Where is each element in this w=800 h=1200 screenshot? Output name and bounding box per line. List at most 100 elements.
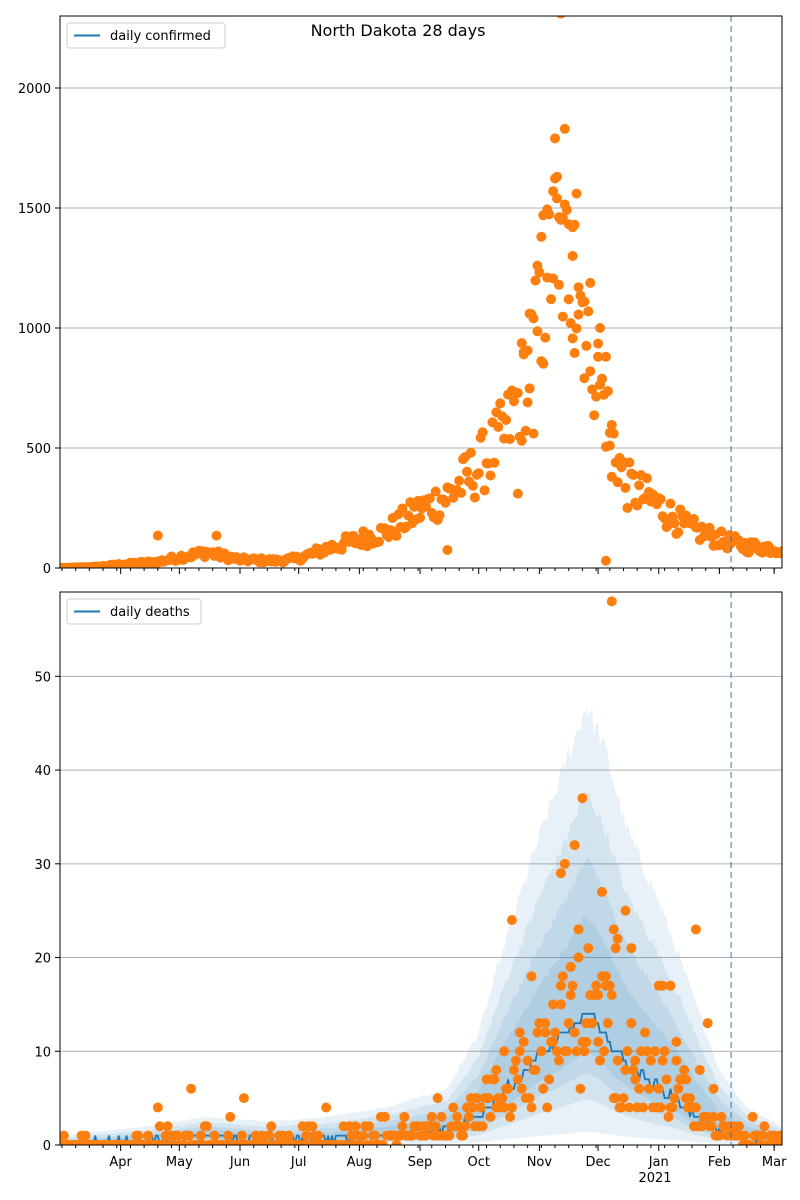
data-point (236, 1130, 247, 1141)
data-point (600, 971, 611, 982)
data-point (485, 1111, 496, 1122)
data-point (424, 493, 435, 504)
data-point (583, 943, 594, 954)
data-point (473, 468, 484, 479)
data-point (283, 1130, 294, 1141)
data-point (589, 410, 600, 421)
data-point (530, 1065, 541, 1076)
data-point (661, 1074, 672, 1085)
data-point (209, 1130, 220, 1141)
data-point (465, 447, 476, 458)
data-point (506, 1102, 517, 1113)
data-point (483, 1093, 494, 1104)
data-point (260, 1140, 271, 1145)
data-point (467, 1102, 478, 1113)
data-point (506, 915, 517, 926)
data-point (551, 1046, 562, 1057)
data-point (321, 1102, 332, 1113)
data-point (555, 868, 566, 879)
data-point (643, 1083, 654, 1094)
data-point (585, 366, 596, 377)
data-point (606, 471, 617, 482)
data-point (133, 1130, 144, 1141)
data-point (264, 1130, 275, 1141)
data-point (530, 275, 541, 286)
data-point (520, 425, 531, 436)
data-point (499, 1046, 510, 1057)
y-tick-label: 2000 (18, 82, 51, 97)
data-point (655, 1102, 666, 1113)
data-point (301, 1130, 312, 1141)
y-tick-label: 1500 (18, 202, 51, 217)
data-point (626, 943, 637, 954)
figure-title: North Dakota 28 days (311, 21, 486, 40)
data-point (561, 1046, 572, 1057)
data-point (377, 1140, 388, 1145)
data-point (477, 427, 488, 438)
data-point (579, 373, 590, 384)
data-point (563, 294, 574, 305)
data-point (641, 473, 652, 484)
data-point (518, 347, 529, 357)
data-point (489, 1074, 500, 1085)
data-point (616, 1102, 627, 1113)
data-point (477, 1121, 488, 1132)
data-point (463, 1111, 474, 1122)
data-point (628, 469, 639, 480)
y-tick-label: 50 (34, 670, 51, 685)
data-point (595, 1055, 606, 1066)
data-point (608, 924, 619, 935)
data-point (512, 488, 523, 499)
data-point (184, 1130, 195, 1141)
data-point (593, 351, 604, 362)
data-point (434, 510, 445, 521)
data-point (690, 1102, 701, 1113)
data-point (747, 1111, 758, 1122)
data-point (567, 251, 578, 261)
data-point (733, 1121, 744, 1132)
data-point (612, 1055, 623, 1066)
data-point (550, 133, 561, 144)
data-point (657, 1055, 668, 1066)
y-tick-label: 500 (26, 442, 51, 457)
data-point (775, 1130, 782, 1141)
data-point (591, 391, 602, 402)
axes-frame (59, 15, 783, 569)
data-point (714, 1130, 725, 1141)
data-point (557, 311, 568, 322)
data-point (313, 1130, 324, 1141)
data-point (512, 387, 523, 398)
data-point (152, 530, 163, 541)
data-point (628, 1065, 639, 1076)
uncertainty-band (60, 707, 782, 1145)
data-point (491, 1065, 502, 1076)
data-point (645, 1055, 656, 1066)
data-point (186, 1083, 197, 1094)
data-point (460, 1121, 471, 1132)
data-point (458, 1130, 469, 1141)
data-point (573, 924, 584, 935)
data-point (602, 386, 613, 397)
data-point (595, 323, 606, 333)
data-point (567, 333, 578, 344)
data-point (745, 1140, 756, 1145)
data-point (593, 1036, 604, 1047)
uncertainty-band (60, 858, 782, 1145)
data-point (739, 1130, 750, 1141)
data-point (620, 1065, 631, 1076)
data-point (415, 512, 426, 523)
scatter-series (60, 16, 782, 568)
data-point (685, 1093, 696, 1104)
data-point (626, 1018, 637, 1029)
data-point (542, 272, 553, 283)
data-point (223, 1130, 234, 1141)
data-point (493, 421, 504, 432)
data-point (600, 555, 611, 566)
y-tick-label: 0 (43, 562, 51, 577)
data-point (499, 1102, 510, 1113)
data-point (532, 1027, 543, 1038)
data-point (579, 1046, 590, 1057)
data-point (397, 503, 408, 514)
x-tick-label: Mar (762, 1155, 787, 1170)
data-point (579, 296, 590, 307)
